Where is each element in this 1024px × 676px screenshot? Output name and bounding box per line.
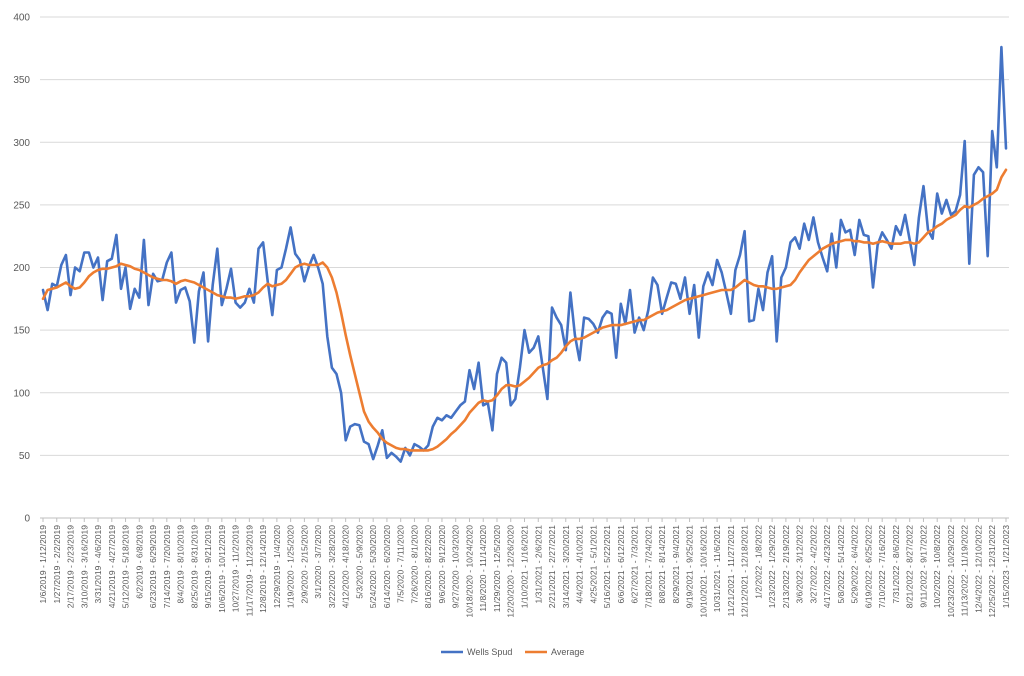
series-line-wells-spud: [41, 45, 1008, 463]
y-tick-label: 100: [13, 388, 30, 399]
x-tick-label: 1/19/2020 - 1/25/2020: [286, 525, 296, 608]
x-tick-label: 5/16/2021 - 5/22/2021: [602, 525, 612, 608]
x-tick-label: 11/21/2021 - 11/27/2021: [726, 525, 736, 617]
x-tick-label: 3/14/2021 - 3/20/2021: [561, 525, 571, 608]
y-axis: 0 50 100 150 200 250 300 350 400: [13, 13, 30, 525]
x-tick-label: 11/17/2019 - 11/23/2019: [244, 525, 254, 617]
x-tick-label: 12/4/2022 - 12/10/2022: [973, 525, 983, 613]
y-tick-label: 400: [13, 13, 30, 24]
x-tick-label: 10/6/2019 - 10/12/2019: [217, 525, 227, 613]
x-tick-label: 8/21/2022 - 8/27/2022: [905, 525, 915, 608]
x-tick-label: 7/18/2021 - 7/24/2021: [643, 525, 653, 608]
x-tick-label: 8/4/2019 - 8/10/2019: [176, 525, 186, 604]
x-tick-label: 7/5/2020 - 7/11/2020: [396, 525, 406, 603]
x-tick-label: 1/2/2022 - 1/8/2022: [753, 525, 763, 599]
x-tick-label: 1/15/2023 - 1/21/2023: [1001, 525, 1011, 608]
legend-label: Wells Spud: [467, 647, 512, 657]
x-tick-label: 6/23/2019 - 6/29/2019: [148, 525, 158, 608]
x-tick-label: 5/29/2022 - 6/4/2022: [850, 525, 860, 604]
y-tick-label: 200: [13, 263, 30, 274]
x-tick-label: 9/6/2020 - 9/12/2020: [437, 525, 447, 604]
x-tick-label: 1/10/2021 - 1/16/2021: [520, 525, 530, 608]
y-tick-label: 50: [19, 451, 31, 462]
x-tick-label: 2/13/2022 - 2/19/2022: [781, 525, 791, 608]
x-tick-label: 4/21/2019 - 4/27/2019: [107, 525, 117, 608]
x-tick-label: 12/29/2019 - 1/4/2020: [272, 525, 282, 608]
x-tick-label: 9/27/2020 - 10/3/2020: [451, 525, 461, 608]
x-tick-label: 3/27/2022 - 4/2/2022: [808, 525, 818, 604]
series-line-average: [41, 168, 1008, 452]
x-tick-label: 12/8/2019 - 12/14/2019: [258, 525, 268, 613]
x-tick-label: 8/8/2021 - 8/14/2021: [657, 525, 667, 604]
x-tick-label: 1/27/2019 - 2/2/2019: [52, 525, 62, 604]
x-tick-label: 10/27/2019 - 11/2/2019: [231, 525, 241, 613]
x-tick-label: 3/22/2020 - 3/28/2020: [327, 525, 337, 608]
x-tick-label: 6/2/2019 - 6/8/2019: [134, 525, 144, 599]
x-tick-label: 12/12/2021 - 12/18/2021: [740, 525, 750, 618]
x-tick-label: 3/10/2019 - 3/16/2019: [79, 525, 89, 608]
x-tick-label: 11/29/2020 - 12/5/2020: [492, 525, 502, 613]
plot-area: [41, 45, 1008, 463]
x-tick-label: 3/31/2019 - 4/6/2019: [93, 525, 103, 604]
x-tick-label: 6/27/2021 - 7/3/2021: [630, 525, 640, 604]
x-tick-label: 4/17/2022 - 4/23/2022: [822, 525, 832, 608]
x-tick-label: 10/10/2021 - 10/16/2021: [698, 525, 708, 618]
x-tick-label: 8/16/2020 - 8/22/2020: [423, 525, 433, 608]
x-tick-label: 1/23/2022 - 1/29/2022: [767, 525, 777, 608]
x-tick-label: 7/10/2022 - 7/16/2022: [877, 525, 887, 608]
x-tick-label: 5/12/2019 - 5/18/2019: [121, 525, 131, 608]
x-tick-label: 11/13/2022 - 11/19/2022: [960, 525, 970, 617]
x-tick-label: 9/11/2022 - 9/17/2022: [918, 525, 928, 608]
y-tick-label: 0: [24, 514, 30, 525]
y-tick-label: 150: [13, 326, 30, 337]
x-axis: 1/6/2019 - 1/12/2019 1/27/2019 - 2/2/2019…: [38, 517, 1011, 618]
x-tick-label: 12/25/2022 - 12/31/2022: [987, 525, 997, 618]
x-tick-label: 2/21/2021 - 2/27/2021: [547, 525, 557, 608]
x-tick-label: 6/14/2020 - 6/20/2020: [382, 525, 392, 608]
legend: Wells Spud Average: [441, 647, 584, 657]
x-tick-label: 5/24/2020 - 5/30/2020: [368, 525, 378, 608]
x-tick-label: 5/3/2020 - 5/9/2020: [354, 525, 364, 599]
x-tick-label: 11/8/2020 - 11/14/2020: [478, 525, 488, 612]
x-tick-label: 10/2/2022 - 10/8/2022: [932, 525, 942, 608]
x-tick-label: 3/6/2022 - 3/12/2022: [795, 525, 805, 604]
x-tick-label: 3/1/2020 - 3/7/2020: [313, 525, 323, 599]
x-tick-label: 4/12/2020 - 4/18/2020: [341, 525, 351, 608]
x-tick-label: 8/25/2019 - 8/31/2019: [189, 525, 199, 608]
x-tick-label: 8/29/2021 - 9/4/2021: [671, 525, 681, 604]
x-tick-label: 12/20/2020 - 12/26/2020: [506, 525, 516, 618]
x-tick-label: 5/8/2022 - 5/14/2022: [836, 525, 846, 604]
y-tick-label: 350: [13, 75, 30, 86]
x-tick-label: 1/31/2021 - 2/6/2021: [533, 525, 543, 604]
x-tick-label: 7/14/2019 - 7/20/2019: [162, 525, 172, 608]
x-tick-label: 4/4/2021 - 4/10/2021: [575, 525, 585, 604]
x-tick-label: 7/31/2022 - 8/6/2022: [891, 525, 901, 604]
x-tick-label: 9/19/2021 - 9/25/2021: [685, 525, 695, 608]
legend-label: Average: [551, 647, 584, 657]
x-tick-label: 6/6/2021 - 6/12/2021: [616, 525, 626, 604]
x-tick-label: 10/18/2020 - 10/24/2020: [464, 525, 474, 618]
y-tick-label: 250: [13, 200, 30, 211]
x-tick-label: 2/9/2020 - 2/15/2020: [299, 525, 309, 604]
x-tick-label: 1/6/2019 - 1/12/2019: [38, 525, 48, 604]
x-tick-label: 9/15/2019 - 9/21/2019: [203, 525, 213, 608]
y-tick-label: 300: [13, 138, 30, 149]
x-tick-label: 10/23/2022 - 10/29/2022: [946, 525, 956, 618]
x-tick-label: 6/19/2022 - 6/25/2022: [863, 525, 873, 608]
x-tick-label: 10/31/2021 - 11/6/2021: [712, 525, 722, 613]
x-tick-label: 2/17/2019 - 2/23/2019: [66, 525, 76, 608]
x-tick-label: 7/26/2020 - 8/1/2020: [409, 525, 419, 604]
x-tick-label: 4/25/2021 - 5/1/2021: [588, 525, 598, 604]
